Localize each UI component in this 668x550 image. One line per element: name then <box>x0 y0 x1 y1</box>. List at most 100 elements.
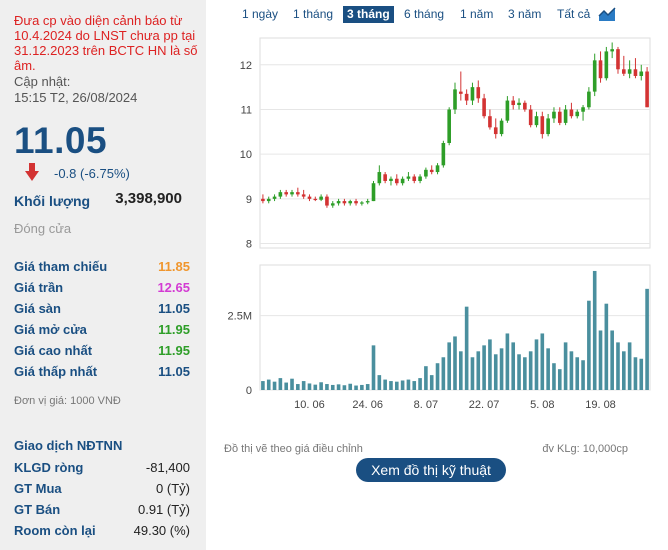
candle-body <box>365 201 370 203</box>
candle-body <box>429 169 434 173</box>
candle-body <box>546 118 550 135</box>
candle-body <box>336 201 341 204</box>
candle-body <box>290 192 294 195</box>
price-row-label: Giá thấp nhất <box>14 364 98 379</box>
volume-bars <box>261 270 649 390</box>
volume-bar <box>616 342 620 390</box>
candle-body <box>627 69 632 74</box>
candle-body <box>435 165 440 173</box>
down-arrow-icon <box>25 163 39 181</box>
candle-body <box>622 69 626 74</box>
foreign-row-label: GT Mua <box>14 481 62 496</box>
volume-bar <box>342 385 347 390</box>
volume-bar <box>296 384 300 390</box>
volume-bar <box>622 351 626 390</box>
date-tick-label: 24. 06 <box>352 399 383 410</box>
candle-body <box>424 169 428 177</box>
tab-3-months[interactable]: 3 tháng <box>343 6 394 23</box>
volume-axis-ticks: 0 2.5M <box>228 311 252 397</box>
volume-bar <box>587 300 591 390</box>
candle-body <box>523 102 527 110</box>
date-tick-label: 22. 07 <box>469 399 500 410</box>
tab-1-year[interactable]: 1 năm <box>460 7 494 21</box>
volume-bar <box>278 378 283 390</box>
volume-bar <box>313 384 318 390</box>
price-grid <box>259 37 651 249</box>
candle-body <box>464 93 469 101</box>
volume-bar <box>383 379 387 390</box>
volume-bar <box>476 351 481 390</box>
volume-bar <box>557 369 562 390</box>
volume-bar <box>517 354 521 390</box>
volume-bar <box>511 342 516 390</box>
candle-body <box>441 143 446 166</box>
volume-value: 3,398,900 <box>115 190 182 207</box>
foreign-row-room: Room còn lại 49.30 (%) <box>14 523 190 541</box>
candle-body <box>301 194 306 197</box>
volume-bar <box>441 357 446 390</box>
volume-bar <box>266 379 271 390</box>
price-axis-ticks: 8 9 10 11 12 <box>240 60 252 251</box>
volume-tick-label: 0 <box>246 385 252 397</box>
volume-bar <box>569 351 574 390</box>
volume-bar <box>645 288 649 390</box>
volume-bar <box>330 384 335 390</box>
volume-label: Khối lượng <box>14 193 91 209</box>
volume-bar <box>424 366 428 390</box>
candle-body <box>354 201 358 204</box>
volume-bar <box>604 303 609 390</box>
volume-bar <box>581 360 585 390</box>
current-price: 11.05 <box>14 120 108 161</box>
candle-body <box>505 100 510 121</box>
volume-bar <box>325 384 329 390</box>
price-row-label: Giá cao nhất <box>14 343 93 358</box>
tab-1-day[interactable]: 1 ngày <box>242 7 279 21</box>
candle-body <box>266 198 271 202</box>
candle-body <box>476 87 481 99</box>
volume-bar <box>400 380 405 390</box>
volume-bar <box>453 336 457 390</box>
candle-body <box>499 120 504 135</box>
price-row-floor: Giá sàn 11.05 <box>14 301 190 319</box>
candle-body <box>552 111 556 119</box>
price-row-open: Giá mở cửa 11.95 <box>14 322 190 340</box>
volume-bar <box>301 381 306 390</box>
candle-body <box>511 100 516 106</box>
volume-bar <box>592 270 597 390</box>
candle-body <box>278 192 283 197</box>
volume-bar <box>464 306 469 390</box>
candle-body <box>557 111 562 123</box>
chart-note: Đồ thị vẽ theo giá điều chỉnh <box>224 443 363 455</box>
volume-bar <box>354 385 358 390</box>
quote-panel: Đưa cp vào diện cảnh báo từ 10.4.2024 do… <box>0 0 206 550</box>
date-axis-ticks: 10. 06 24. 06 8. 07 22. 07 5. 08 19. 08 <box>294 399 616 410</box>
candle-body <box>493 127 498 135</box>
candle-body <box>482 98 486 117</box>
volume-bar <box>284 382 288 390</box>
foreign-row-sell-value: GT Bán 0.91 (Tỷ) <box>14 502 190 520</box>
volume-bar <box>633 357 638 390</box>
candlestick-series <box>261 42 649 208</box>
candle-body <box>261 198 265 202</box>
price-row-value: 11.95 <box>158 322 190 337</box>
foreign-row-value: 49.30 (%) <box>133 523 190 538</box>
price-row-low: Giá thấp nhất 11.05 <box>14 364 190 382</box>
tab-6-months[interactable]: 6 tháng <box>404 7 445 21</box>
candle-body <box>581 107 585 112</box>
foreign-row-label: GT Bán <box>14 502 61 517</box>
volume-bar <box>575 357 580 390</box>
tab-1-month[interactable]: 1 tháng <box>293 7 334 21</box>
volume-bar <box>528 351 533 390</box>
area-chart-icon[interactable] <box>598 5 616 23</box>
technical-chart-button[interactable]: Xem đồ thị kỹ thuật <box>356 458 506 482</box>
update-time: 15:15 T2, 26/08/2024 <box>14 90 138 105</box>
price-tick-label: 11 <box>241 104 252 116</box>
tab-all[interactable]: Tất cả <box>557 7 591 21</box>
candle-body <box>296 192 300 195</box>
price-row-value: 11.85 <box>158 259 190 274</box>
price-row-value: 11.95 <box>158 343 190 358</box>
volume-bar <box>319 382 323 390</box>
volume-bar <box>272 381 277 390</box>
tab-3-years[interactable]: 3 năm <box>508 7 542 21</box>
volume-bar <box>639 358 644 390</box>
